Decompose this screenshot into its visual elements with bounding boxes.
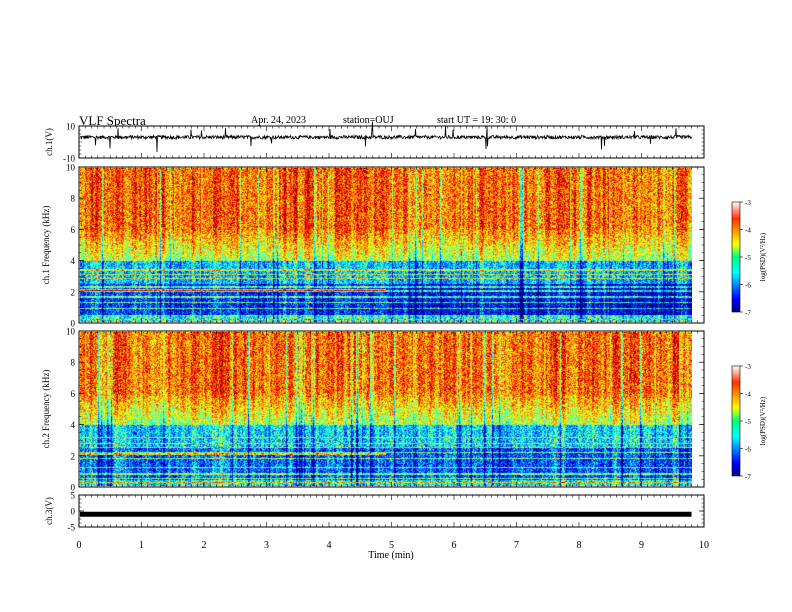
chart-title: VLF Spectra [79,113,146,128]
colorbar-tick-label: -4 [745,227,751,235]
y-tick-label: 4 [71,420,76,430]
colorbar-tick-label: -5 [745,418,751,426]
y-tick-label: 6 [71,389,76,399]
y-tick-label: 0 [71,319,76,329]
x-tick-label: 3 [264,540,269,551]
x-tick-label: 2 [202,540,207,551]
y-tick-label: 0 [71,507,76,517]
y-tick-label: 8 [71,194,76,204]
ch1-colorbar [731,201,741,313]
ch2-spec-ylabel: ch.2 Frequency (kHz) [41,370,51,449]
ch3-ylabel: ch.3(V) [44,497,54,525]
y-tick-label: 2 [71,451,76,461]
station-label: station=OUJ [343,115,394,126]
colorbar-tick-label: -3 [745,363,751,371]
colorbar-tick-label: -5 [745,254,751,262]
colorbar-tick-label: -7 [745,473,751,481]
y-tick-label: 10 [66,122,76,132]
y-tick-label: 2 [71,287,76,297]
ch2-colorbar-label: log(PSD)(V²/Hz) [759,396,767,445]
x-tick-label: 8 [577,540,582,551]
x-tick-label: 4 [327,540,332,551]
x-tick-label: 1 [139,540,144,551]
y-tick-label: 4 [71,256,76,266]
x-tick-label: 5 [389,540,394,551]
start-time-label: start UT = 19: 30: 0 [437,115,517,126]
y-tick-label: 8 [71,358,76,368]
x-tick-label: 7 [514,540,519,551]
ch2-spectrogram-image [80,332,692,486]
ch2-colorbar [731,365,741,477]
colorbar-tick-label: -4 [745,391,751,399]
date-label: Apr. 24, 2023 [251,115,306,126]
ch1-waveform-panel [78,125,705,159]
x-tick-label: 6 [452,540,457,551]
y-tick-label: 0 [71,483,76,493]
colorbar-tick-label: -6 [745,282,751,290]
colorbar-tick-label: -7 [745,309,751,317]
ch1-spec-ylabel-group: ch.1 Frequency (kHz) [41,206,51,285]
y-tick-label: 6 [71,225,76,235]
x-tick-label: 10 [699,540,709,551]
ch3-waveform-panel [78,494,705,528]
ch1-spectrogram-image [80,168,692,322]
x-tick-label: 9 [639,540,644,551]
y-tick-label: -5 [68,523,76,533]
colorbar-tick-label: -3 [745,199,751,207]
y-tick-label: 10 [66,327,76,337]
ch1-waveform-line [79,121,692,153]
x-axis-label: Time (min) [368,550,413,561]
y-tick-label: 5 [71,491,76,501]
ch2-spec-ylabel-group: ch.2 Frequency (kHz) [41,370,51,449]
y-tick-label: 10 [66,163,76,173]
ch1-spec-ylabel: ch.1 Frequency (kHz) [41,206,51,285]
x-tick-label: 0 [77,540,82,551]
y-tick-label: -10 [63,154,75,164]
ch1-colorbar-label: log(PSD)(V²/Hz) [759,232,767,281]
ch1-ylabel: ch.1(V) [44,128,54,156]
colorbar-tick-label: -6 [745,446,751,454]
